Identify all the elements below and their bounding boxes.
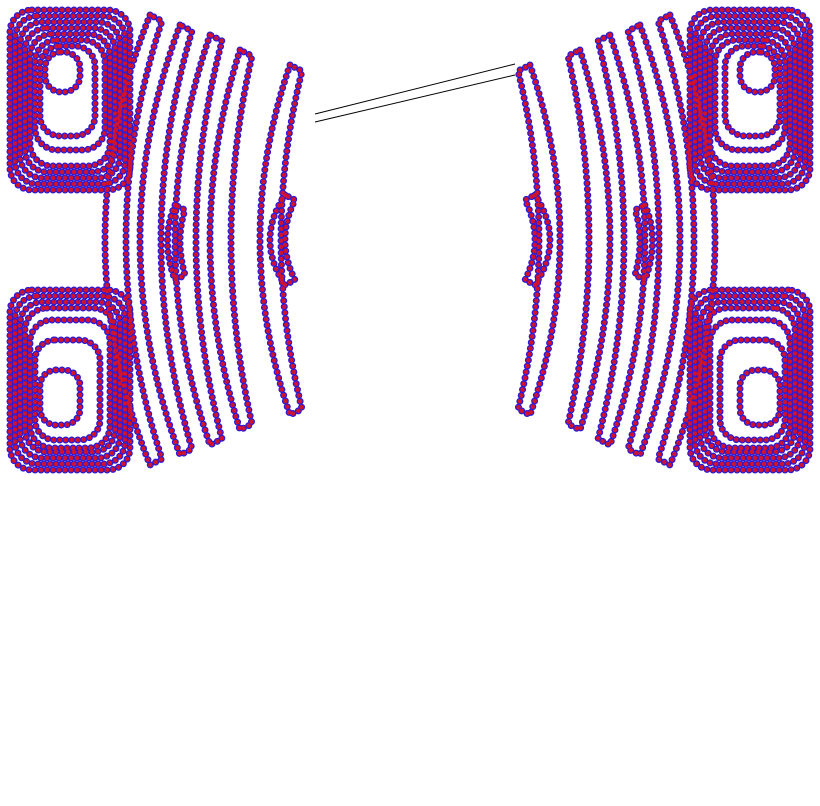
link-line (314, 63, 516, 115)
right-contours-outline (518, 10, 810, 470)
link-line (314, 74, 516, 123)
left-contours-outline (10, 10, 302, 470)
